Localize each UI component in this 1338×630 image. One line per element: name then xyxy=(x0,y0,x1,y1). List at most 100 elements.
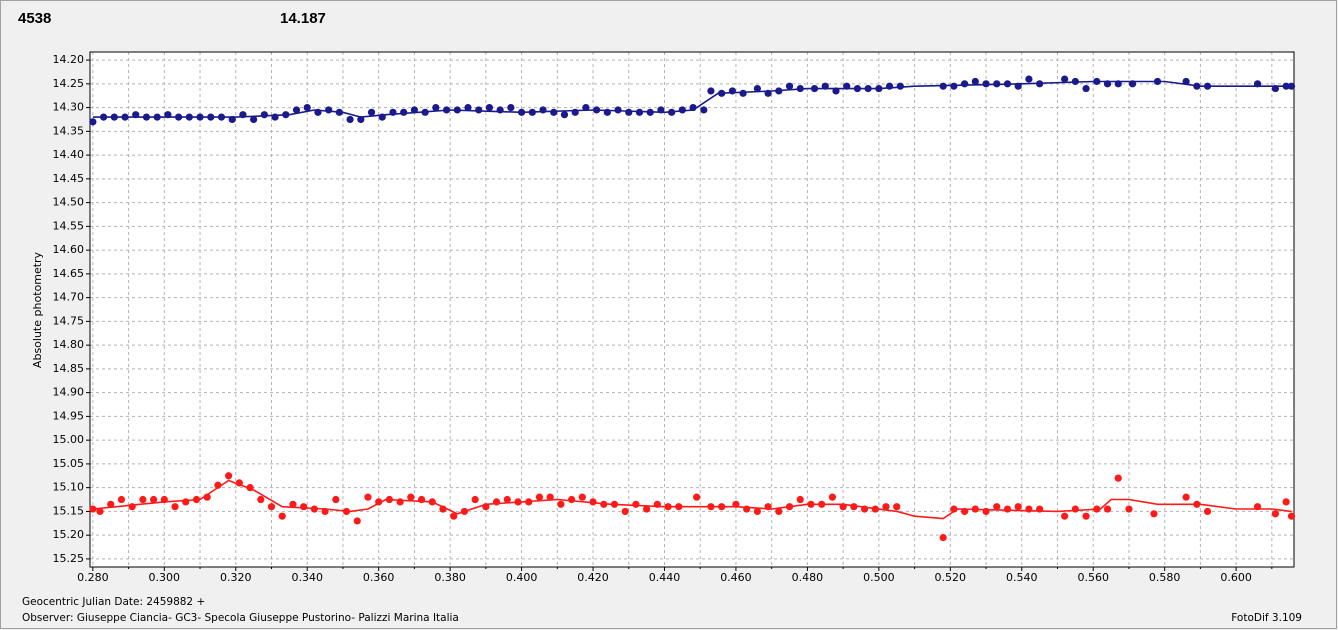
y-tick-label: 15.00 xyxy=(53,433,85,446)
y-tick-label: 14.25 xyxy=(53,77,85,90)
x-tick-label: 0.520 xyxy=(935,571,967,584)
data-point xyxy=(1082,84,1090,93)
y-tick-label: 14.35 xyxy=(53,124,85,137)
y-axis-label: Absolute photometry xyxy=(31,251,44,368)
data-point xyxy=(300,503,308,511)
x-tick-label: 0.400 xyxy=(506,571,538,584)
data-point xyxy=(353,517,361,525)
data-point xyxy=(828,493,837,501)
data-point xyxy=(993,503,1001,511)
data-point xyxy=(1103,505,1112,513)
y-tick-label: 14.30 xyxy=(53,101,85,114)
data-point xyxy=(971,77,979,86)
data-point xyxy=(367,108,376,116)
data-point xyxy=(260,111,268,119)
data-point xyxy=(753,84,761,93)
data-point xyxy=(450,512,458,520)
data-point xyxy=(578,493,586,501)
data-point xyxy=(89,118,97,126)
data-point xyxy=(149,495,158,504)
data-point xyxy=(1061,512,1069,520)
data-point xyxy=(1014,503,1022,511)
data-point xyxy=(182,498,190,506)
data-point xyxy=(1114,474,1122,482)
data-point xyxy=(1061,75,1069,83)
data-point xyxy=(775,507,783,516)
y-tick-label: 15.05 xyxy=(53,457,85,470)
data-point xyxy=(346,115,354,124)
y-tick-label: 14.90 xyxy=(53,386,85,399)
y-tick-label: 14.45 xyxy=(53,172,85,185)
data-point xyxy=(625,108,633,116)
fit-line xyxy=(92,479,1292,520)
x-tick-label: 0.380 xyxy=(434,571,466,584)
fit-line xyxy=(92,80,1292,118)
y-tick-label: 14.80 xyxy=(53,338,85,351)
y-tick-label: 14.40 xyxy=(53,148,85,161)
data-point xyxy=(292,106,301,114)
data-point xyxy=(1203,507,1212,516)
x-tick-label: 0.420 xyxy=(577,571,609,584)
data-point xyxy=(171,503,179,511)
x-tick-label: 0.560 xyxy=(1077,571,1109,584)
data-point xyxy=(503,495,511,504)
y-tick-label: 14.65 xyxy=(53,267,85,280)
data-point xyxy=(225,472,233,480)
data-point xyxy=(485,103,494,112)
footer-observer: Observer: Giuseppe Ciancia- GC3- Specola… xyxy=(22,612,459,624)
data-point xyxy=(1271,510,1280,518)
data-point xyxy=(546,493,554,501)
data-point xyxy=(1282,498,1290,506)
x-tick-label: 0.600 xyxy=(1220,571,1252,584)
data-point xyxy=(1082,512,1090,520)
y-tick-label: 14.85 xyxy=(53,362,85,375)
y-tick-label: 14.95 xyxy=(53,409,85,422)
footer-date: Geocentric Julian Date: 2459882 + xyxy=(22,596,205,608)
x-tick-label: 0.460 xyxy=(720,571,752,584)
data-point xyxy=(739,89,747,97)
data-point xyxy=(550,108,558,116)
plot-area xyxy=(90,52,1294,567)
plot-border xyxy=(89,51,1295,568)
header-value: 4538 xyxy=(18,10,51,27)
data-point xyxy=(785,82,794,90)
data-point xyxy=(507,103,515,112)
data-point xyxy=(643,505,651,513)
data-point xyxy=(1287,512,1296,520)
data-point xyxy=(1071,505,1079,513)
data-point xyxy=(303,103,311,112)
data-point xyxy=(893,503,901,511)
data-point xyxy=(621,507,629,516)
y-tick-label: 15.10 xyxy=(53,481,85,494)
y-tick-label: 15.25 xyxy=(53,552,85,565)
data-point xyxy=(1150,510,1158,518)
data-point xyxy=(278,512,286,520)
data-point xyxy=(535,493,544,501)
x-tick-label: 0.580 xyxy=(1149,571,1181,584)
x-tick-label: 0.500 xyxy=(863,571,895,584)
data-point xyxy=(325,106,333,114)
data-point xyxy=(139,495,147,504)
data-point xyxy=(1025,75,1033,83)
data-point xyxy=(700,106,708,114)
data-point xyxy=(407,493,415,501)
data-point xyxy=(950,82,958,90)
y-tick-label: 15.20 xyxy=(53,528,85,541)
data-point xyxy=(614,106,622,114)
x-tick-label: 0.320 xyxy=(220,571,252,584)
data-point xyxy=(882,503,890,511)
data-point xyxy=(568,495,576,504)
y-tick-label: 14.70 xyxy=(53,291,85,304)
x-tick-label: 0.540 xyxy=(1006,571,1038,584)
x-tick-label: 0.480 xyxy=(792,571,824,584)
data-point xyxy=(1182,493,1190,501)
data-point xyxy=(364,493,372,501)
data-point xyxy=(332,495,340,504)
y-tick-label: 15.15 xyxy=(53,504,85,517)
data-point xyxy=(117,495,126,504)
data-point xyxy=(1125,505,1133,513)
data-point xyxy=(96,507,104,516)
data-point xyxy=(475,106,483,114)
x-tick-label: 0.360 xyxy=(363,571,395,584)
